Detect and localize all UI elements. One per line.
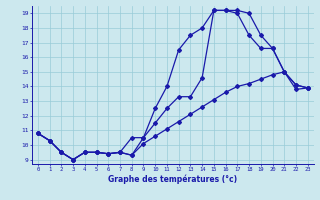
X-axis label: Graphe des températures (°c): Graphe des températures (°c) bbox=[108, 175, 237, 184]
